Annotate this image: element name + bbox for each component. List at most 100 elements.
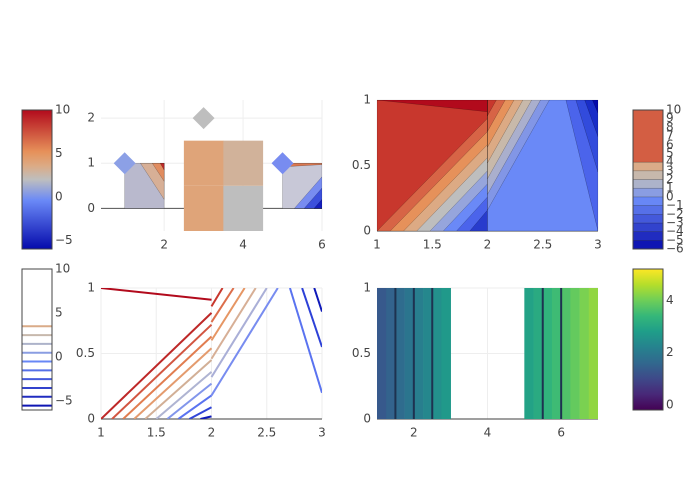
heatmap-cell (183, 185, 224, 231)
contour-line (288, 288, 322, 394)
colorbar-tick-label: 8 (666, 120, 674, 134)
colorbar-tick-label: 2 (666, 172, 674, 186)
x-tick-label: 2 (484, 238, 492, 252)
colorbar-tick-label: 1 (666, 181, 674, 195)
x-tick-label: 2.5 (533, 238, 552, 252)
marker (271, 152, 294, 175)
heatmap-cell (404, 288, 415, 419)
heatmap-cell (423, 288, 433, 419)
colorbar-tick-label: −2 (666, 207, 684, 221)
colorbar-band (632, 187, 664, 198)
y-tick-label: 0.5 (76, 346, 95, 360)
colorbar-band (632, 240, 664, 250)
contour-line (188, 406, 212, 419)
heatmap-cell (588, 288, 598, 419)
plot-area (377, 100, 598, 231)
heatmap-cell (561, 288, 571, 419)
x-tick-label: 4 (239, 238, 247, 252)
heatmap-cell (542, 288, 553, 419)
contour-line (210, 288, 268, 378)
colorbar: −5 0 5 10 (21, 262, 73, 411)
colorbar-tick-label: −5 (55, 233, 73, 247)
contour-line (144, 359, 213, 419)
heatmap-cell (551, 288, 562, 419)
contour-line (210, 288, 224, 307)
colorbar-tick-label: 4 (666, 293, 674, 307)
marker (113, 152, 136, 175)
colorbar-band (632, 170, 664, 180)
x-tick-label: 2 (208, 426, 216, 440)
x-tick-label: 6 (557, 426, 565, 440)
colorbar-band (632, 109, 664, 163)
plot-area (377, 288, 598, 419)
heatmap-cell (579, 288, 590, 419)
heatmap-cell (524, 288, 534, 419)
contour-region (159, 162, 165, 171)
plot-area (101, 288, 322, 419)
colorbar-tick-label: −6 (666, 242, 684, 256)
contour-region (487, 100, 497, 117)
colorbar-band (632, 196, 664, 206)
colorbar-outline (632, 109, 664, 250)
colorbar-band (632, 231, 664, 241)
marker (192, 107, 215, 130)
colorbar-tick-label: 6 (666, 137, 674, 151)
colorbar-tick-label: 7 (666, 129, 674, 143)
x-tick-label: 1.5 (147, 426, 166, 440)
colorbar-tick-label: 0 (666, 189, 674, 203)
heatmap-cell (223, 140, 264, 186)
y-tick-label: 0.5 (352, 158, 371, 172)
colorbar-tick-label: −5 (55, 394, 73, 408)
contour-region (151, 162, 165, 183)
contour-line (210, 288, 257, 360)
colorbar-tick-label: 5 (55, 306, 63, 320)
colorbar-tick-label: 5 (666, 146, 674, 160)
contour-line (155, 371, 213, 419)
colorbar-tick-label: 10 (55, 262, 70, 276)
colorbar-band (632, 222, 664, 232)
contour-line (122, 335, 213, 419)
heatmap-cell (183, 140, 224, 186)
colorbar-outline (632, 268, 664, 411)
heatmap-cell (386, 288, 396, 419)
x-tick-label: 1.5 (423, 238, 442, 252)
colorbar-tick-label: −1 (666, 198, 684, 212)
subplot: 1 1.5 2 2.5 3 0 0.5 1 (76, 281, 326, 440)
y-tick-label: 0.5 (352, 346, 371, 360)
x-tick-label: 2 (410, 426, 418, 440)
contour-region (377, 100, 488, 231)
subplot: 2 4 6 0 0.5 1 (352, 281, 598, 440)
colorbar: −5 0 5 10 (21, 103, 73, 250)
heatmap-cell (395, 288, 405, 419)
colorbar-band (632, 179, 664, 189)
colorbar-band (632, 161, 664, 172)
x-tick-label: 1 (373, 238, 381, 252)
contour-line (210, 288, 235, 323)
x-tick-label: 1 (97, 426, 105, 440)
colorbar-tick-label: −3 (666, 215, 684, 229)
contour-line (101, 312, 213, 419)
y-tick-label: 2 (87, 111, 95, 125)
colorbar-tick-label: 0 (55, 189, 63, 203)
colorbar-tick-label: 0 (55, 350, 63, 364)
heatmap-cell (570, 288, 580, 419)
y-tick-label: 0 (87, 412, 95, 426)
heatmap-cell (432, 288, 442, 419)
plot-area (124, 140, 322, 231)
colorbar-fill (22, 110, 52, 249)
colorbar-band (632, 214, 664, 224)
contour-line (313, 288, 322, 312)
subplot: 2 4 6 0 1 2 (87, 100, 326, 252)
x-tick-label: 3 (318, 426, 326, 440)
contour-line (101, 288, 212, 301)
y-tick-label: 0 (363, 224, 371, 238)
colorbar-tick-label: 0 (666, 397, 674, 411)
colorbar-tick-label: −4 (666, 224, 684, 238)
contour-line (200, 415, 212, 419)
colorbar-tick-label: 9 (666, 111, 674, 125)
contour-line (111, 323, 213, 419)
heatmap-cell (533, 288, 544, 419)
contour-line (210, 288, 246, 341)
